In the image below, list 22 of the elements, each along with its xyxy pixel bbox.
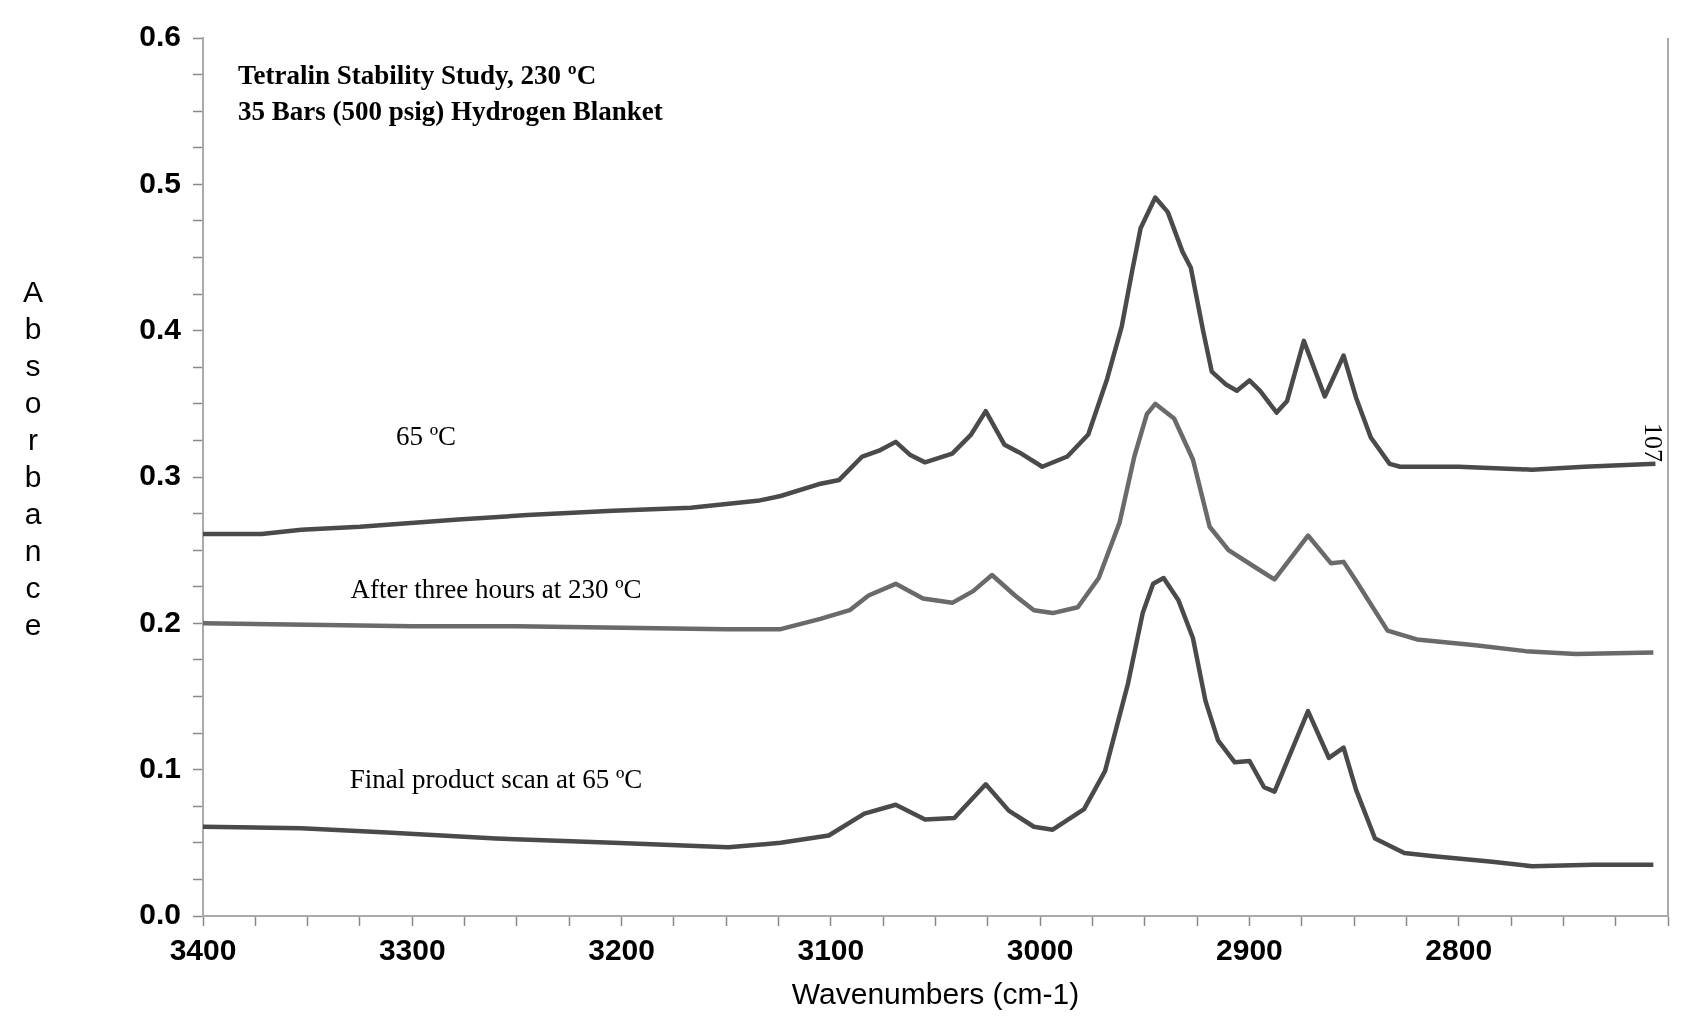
text: Tetralin Stability Study, 230 ºC (238, 60, 597, 91)
y-tick-label: 0.3 (139, 458, 181, 492)
annotation: 107 (1638, 423, 1668, 462)
x-tick-label: 3000 (1006, 933, 1074, 967)
y-tick-label: 0.1 (139, 750, 181, 784)
x-axis-title: Wavenumbers (cm-1) (791, 977, 1080, 1011)
x-tick-label: 2800 (1425, 933, 1493, 967)
text: 35 Bars (500 psig) Hydrogen Blanket (238, 96, 663, 127)
y-tick-label: 0.4 (139, 311, 182, 345)
text: 65 ºC (395, 421, 457, 452)
x-tick-label: 3200 (588, 933, 655, 967)
y-tick-label: 0.5 (139, 165, 181, 199)
series-label: After three hours at 230 ºC (350, 574, 642, 605)
x-tick-label: 3300 (378, 933, 446, 967)
text: Absorbance (22, 275, 43, 641)
y-tick-label: 0.2 (139, 604, 181, 638)
series-label: Final product scan at 65 ºC (349, 764, 643, 795)
x-tick-label: 2900 (1216, 933, 1283, 967)
y-tick-label: 0.6 (139, 19, 181, 53)
y-tick-label: 0.0 (139, 897, 181, 931)
x-tick-label: 3400 (169, 933, 237, 967)
x-tick-label: 3100 (797, 933, 865, 967)
